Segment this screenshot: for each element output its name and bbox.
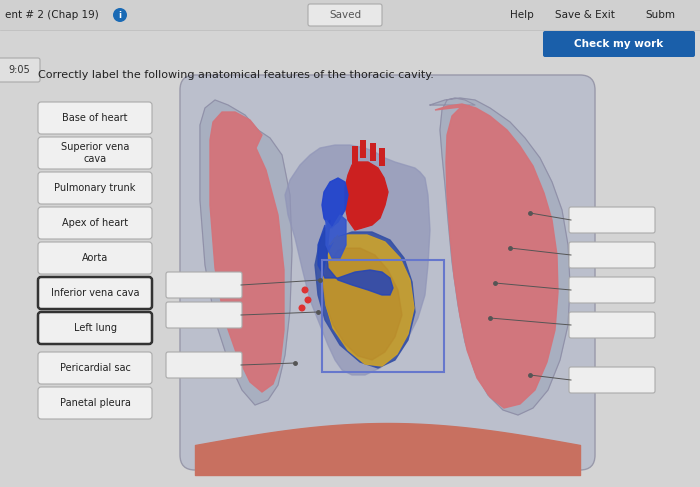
Polygon shape [322, 178, 348, 228]
Bar [352, 146, 358, 164]
Text: Pericardial sac: Pericardial sac [60, 363, 130, 373]
FancyBboxPatch shape [38, 207, 152, 239]
FancyBboxPatch shape [166, 272, 242, 298]
FancyBboxPatch shape [38, 102, 152, 134]
FancyBboxPatch shape [38, 387, 152, 419]
FancyBboxPatch shape [569, 367, 655, 393]
FancyBboxPatch shape [569, 312, 655, 338]
FancyBboxPatch shape [0, 58, 40, 82]
FancyBboxPatch shape [569, 207, 655, 233]
Polygon shape [315, 220, 415, 368]
Polygon shape [345, 162, 388, 230]
Bar [322, 260, 444, 372]
Circle shape [113, 8, 127, 22]
Text: Help: Help [510, 10, 533, 20]
Text: ent # 2 (Chap 19): ent # 2 (Chap 19) [5, 10, 99, 20]
Bar [360, 140, 366, 158]
Bar [0, 0, 700, 30]
Text: Saved: Saved [329, 10, 361, 20]
FancyBboxPatch shape [166, 302, 242, 328]
Circle shape [298, 304, 305, 312]
FancyBboxPatch shape [38, 352, 152, 384]
Text: Panetal pleura: Panetal pleura [60, 398, 130, 408]
Polygon shape [285, 145, 430, 375]
FancyBboxPatch shape [38, 277, 152, 309]
FancyBboxPatch shape [166, 352, 242, 378]
Circle shape [302, 286, 309, 294]
FancyBboxPatch shape [569, 277, 655, 303]
Bar [370, 143, 376, 161]
Text: Aorta: Aorta [82, 253, 108, 263]
Text: Inferior vena cava: Inferior vena cava [50, 288, 139, 298]
Text: Pulmonary trunk: Pulmonary trunk [55, 183, 136, 193]
Text: Left lung: Left lung [74, 323, 116, 333]
Text: Correctly label the following anatomical features of the thoracic cavity.: Correctly label the following anatomical… [38, 70, 434, 80]
Polygon shape [318, 225, 393, 295]
FancyBboxPatch shape [308, 4, 382, 26]
Polygon shape [323, 235, 414, 366]
FancyBboxPatch shape [180, 75, 595, 470]
FancyBboxPatch shape [543, 31, 695, 57]
Polygon shape [430, 98, 570, 415]
FancyBboxPatch shape [569, 242, 655, 268]
FancyBboxPatch shape [38, 137, 152, 169]
Text: Superior vena
cava: Superior vena cava [61, 142, 130, 164]
Bar [379, 148, 385, 166]
FancyBboxPatch shape [38, 242, 152, 274]
Text: Check my work: Check my work [575, 39, 664, 49]
Polygon shape [210, 112, 284, 392]
Text: Base of heart: Base of heart [62, 113, 127, 123]
Polygon shape [326, 215, 346, 258]
Polygon shape [323, 248, 402, 360]
Text: Subm: Subm [645, 10, 675, 20]
Polygon shape [200, 100, 292, 405]
Polygon shape [435, 104, 558, 408]
Text: Save & Exit: Save & Exit [555, 10, 615, 20]
Text: 9:05: 9:05 [8, 65, 30, 75]
FancyBboxPatch shape [38, 312, 152, 344]
Circle shape [304, 297, 312, 303]
FancyBboxPatch shape [38, 172, 152, 204]
Text: Apex of heart: Apex of heart [62, 218, 128, 228]
Text: i: i [118, 11, 122, 19]
